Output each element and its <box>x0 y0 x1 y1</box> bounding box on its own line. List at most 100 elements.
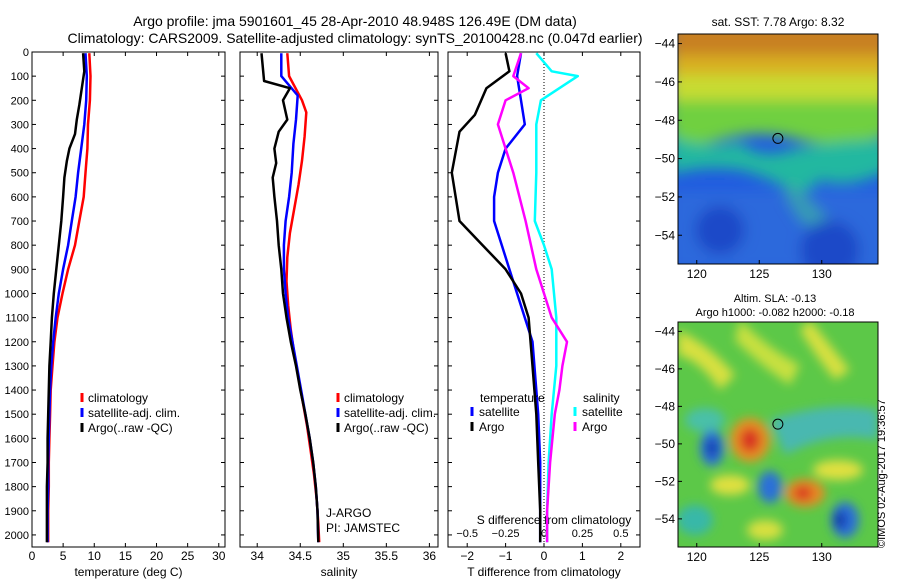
sla-map-title2: Argo h1000: -0.082 h2000: -0.18 <box>695 307 854 319</box>
series-salinity-satellite <box>533 52 580 543</box>
x-axis-label: T difference from climatology <box>467 565 621 579</box>
y-tick-label: 800 <box>11 240 29 252</box>
legend-label: climatology <box>88 391 148 405</box>
sla-map-title1: Altim. SLA: -0.13 <box>734 293 817 305</box>
series-satellite-adj-clim- <box>46 53 89 543</box>
legend-title: salinity <box>583 391 620 405</box>
x-tick-label: 30 <box>212 549 226 563</box>
map-x-tick-label: 120 <box>687 267 707 281</box>
series-climatology <box>46 53 92 543</box>
y-tick-label: 500 <box>11 168 29 180</box>
y-tick-label: 1700 <box>5 457 29 469</box>
x-tick-label: 0 <box>29 549 36 563</box>
plot-frame <box>447 51 641 548</box>
plot-frame <box>31 51 226 548</box>
x-tick-label: 15 <box>119 549 133 563</box>
legend-label: Argo(..raw -QC) <box>344 421 429 435</box>
sla-map: Altim. SLA: -0.13 Argo h1000: -0.082 h20… <box>655 293 879 564</box>
y-tick-label: 300 <box>11 119 29 131</box>
x-axis-label: salinity <box>321 565 358 579</box>
y-tick-label: 1400 <box>5 385 29 397</box>
legend-label: Argo <box>582 420 608 434</box>
legend-label: climatology <box>344 391 404 405</box>
s-tick-label: 0.25 <box>572 528 593 540</box>
x-tick-label: 34.5 <box>289 549 313 563</box>
map-y-tick-label: −54 <box>655 512 676 526</box>
map-y-tick-label: −50 <box>655 152 676 166</box>
map-x-tick-label: 125 <box>749 550 769 564</box>
map-y-tick-label: −50 <box>655 437 676 451</box>
y-tick-label: 1800 <box>5 482 29 494</box>
s-tick-label: 0.5 <box>613 528 628 540</box>
x-tick-label: 35 <box>337 549 351 563</box>
y-tick-label: 1900 <box>5 506 29 518</box>
s-tick-label: −0.25 <box>492 528 520 540</box>
figure-title-line1: Argo profile: jma 5901601_45 28-Apr-2010… <box>133 13 577 29</box>
y-tick-label: 1300 <box>5 361 29 373</box>
map-y-tick-label: −48 <box>655 113 676 127</box>
x-tick-label: 36 <box>423 549 437 563</box>
series-satellite-adj-clim- <box>280 53 320 543</box>
map-y-tick-label: −54 <box>655 228 676 242</box>
legend-label: satellite-adj. clim. <box>344 406 436 420</box>
y-tick-label: 100 <box>11 71 29 83</box>
x-axis-label: temperature (deg C) <box>74 565 182 579</box>
x-tick-label: 0 <box>541 549 548 563</box>
y-tick-label: 900 <box>11 264 29 276</box>
profile-panel-3: −2 −1 0 1 2 T difference from climatology −0.5… <box>447 51 641 579</box>
series-climatology <box>285 53 321 543</box>
y-tick-label: 1600 <box>5 433 29 445</box>
legend-label: satellite <box>479 405 520 419</box>
legend-label: satellite-adj. clim. <box>88 406 180 420</box>
series-temperature-argo <box>450 52 542 543</box>
x-tick-label: 25 <box>181 549 195 563</box>
y-tick-label: 600 <box>11 192 29 204</box>
annotation: J-ARGO <box>326 506 371 520</box>
argo-location-marker <box>772 418 784 430</box>
x-tick-label: 10 <box>88 549 102 563</box>
y-tick-label: 200 <box>11 95 29 107</box>
legend-label: Argo <box>479 420 505 434</box>
x-tick-label: 2 <box>617 549 624 563</box>
series-argo-raw-qc- <box>260 53 320 543</box>
map-y-tick-label: −46 <box>655 75 676 89</box>
map-y-tick-label: −52 <box>655 474 676 488</box>
map-x-tick-label: 125 <box>749 267 769 281</box>
s-tick-label: −0.5 <box>456 528 478 540</box>
y-tick-label: 2000 <box>5 530 29 542</box>
legend-label: satellite <box>582 405 623 419</box>
profile-panel-2: 34 34.5 35 35.5 36 salinity climatologysatelli… <box>239 51 439 579</box>
s-tick-label: 0 <box>541 528 547 540</box>
profile-panel-1: 0 5 10 15 20 25 30 temperature (deg C) 0 100 200 30… <box>5 47 226 579</box>
y-tick-label: 400 <box>11 144 29 156</box>
series-salinity-argo <box>496 52 569 543</box>
figure-title-line2: Climatology: CARS2009. Satellite-adjuste… <box>67 30 643 46</box>
y-tick-label: 0 <box>23 47 29 59</box>
y-tick-label: 1100 <box>5 313 29 325</box>
y-tick-label: 700 <box>11 216 29 228</box>
y-tick-label: 1500 <box>5 409 29 421</box>
sst-map: sat. SST: 7.78 Argo: 8.32 120 125 130−44−4… <box>655 15 879 281</box>
annotation: PI: JAMSTEC <box>326 521 400 535</box>
x-tick-label: 34 <box>251 549 265 563</box>
sst-map-title: sat. SST: 7.78 Argo: 8.32 <box>712 15 845 29</box>
x-tick-label: 20 <box>150 549 164 563</box>
map-x-tick-label: 120 <box>687 550 707 564</box>
series-argo-raw-qc- <box>45 53 86 543</box>
x-tick-label: −2 <box>460 549 474 563</box>
map-y-tick-label: −48 <box>655 399 676 413</box>
series-temperature-satellite <box>492 52 542 543</box>
s-axis-label: S difference from climatology <box>477 513 632 527</box>
legend-label: Argo(..raw -QC) <box>88 421 173 435</box>
map-x-tick-label: 130 <box>812 550 832 564</box>
y-tick-label: 1200 <box>5 337 29 349</box>
map-y-tick-label: −44 <box>655 324 676 338</box>
legend-title: temperature <box>480 391 545 405</box>
x-tick-label: 1 <box>579 549 586 563</box>
map-x-tick-label: 130 <box>812 267 832 281</box>
argo-location-marker <box>772 132 784 144</box>
y-tick-label: 1000 <box>5 288 29 300</box>
plot-frame <box>239 51 439 548</box>
map-y-tick-label: −52 <box>655 190 676 204</box>
